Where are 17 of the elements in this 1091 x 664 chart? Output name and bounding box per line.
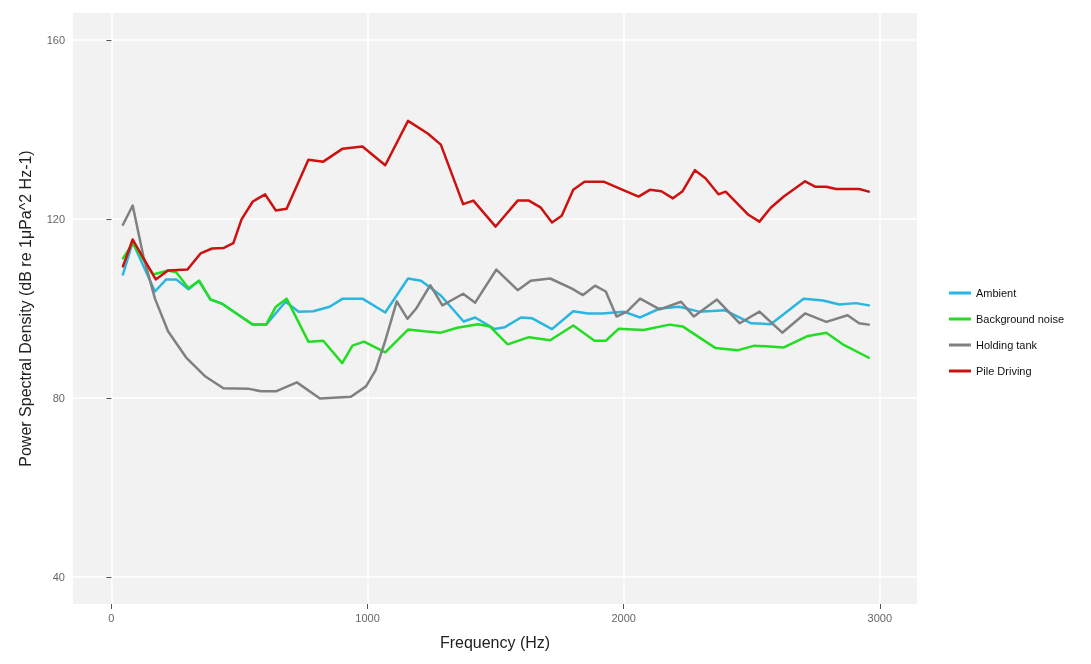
y-tick-label: 160 <box>46 33 65 46</box>
x-tick-label: 2000 <box>611 611 636 624</box>
line-series <box>121 242 871 365</box>
y-tick-label: 40 <box>52 571 65 584</box>
legend-label: Ambient <box>975 287 1017 299</box>
x-axis-title: Frequency (Hz) <box>439 633 551 651</box>
legend-label: Holding tank <box>975 339 1038 351</box>
x-tick-label: 0 <box>108 611 115 624</box>
y-tick-label: 80 <box>52 392 65 405</box>
legend-label: Pile Driving <box>975 365 1032 377</box>
x-tick-label: 1000 <box>355 611 380 624</box>
legend-label: Background noise <box>975 313 1064 325</box>
line-series <box>121 204 871 400</box>
line-series <box>121 119 871 281</box>
y-axis-title: Power Spectral Density (dB re 1μPa^2 Hz-1) <box>16 150 34 467</box>
x-tick-label: 3000 <box>867 611 893 624</box>
y-tick-label: 120 <box>46 212 65 225</box>
